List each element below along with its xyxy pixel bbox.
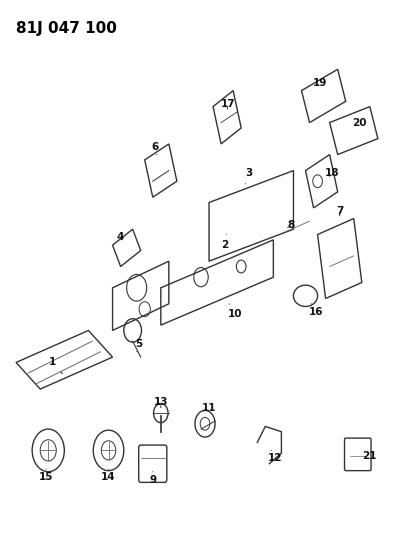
Text: 18: 18 — [324, 168, 338, 178]
Text: 20: 20 — [352, 118, 366, 127]
Text: 4: 4 — [117, 232, 124, 242]
Text: 14: 14 — [101, 469, 115, 482]
Text: 3: 3 — [245, 168, 252, 184]
Text: 13: 13 — [153, 398, 168, 408]
Text: 1: 1 — [49, 358, 62, 374]
Text: 81J 047 100: 81J 047 100 — [16, 21, 117, 36]
Text: 12: 12 — [267, 450, 282, 463]
Text: 10: 10 — [227, 304, 242, 319]
Text: 2: 2 — [221, 235, 228, 250]
Text: 21: 21 — [362, 451, 376, 461]
Text: 8: 8 — [287, 220, 294, 230]
Text: 6: 6 — [151, 142, 158, 155]
Text: 5: 5 — [135, 339, 142, 352]
Text: 15: 15 — [39, 469, 53, 482]
Text: 16: 16 — [308, 304, 322, 317]
Text: 9: 9 — [149, 472, 156, 484]
Text: 7: 7 — [335, 206, 342, 216]
Text: 11: 11 — [201, 403, 216, 413]
Text: 19: 19 — [312, 78, 326, 87]
Text: 17: 17 — [221, 99, 235, 109]
